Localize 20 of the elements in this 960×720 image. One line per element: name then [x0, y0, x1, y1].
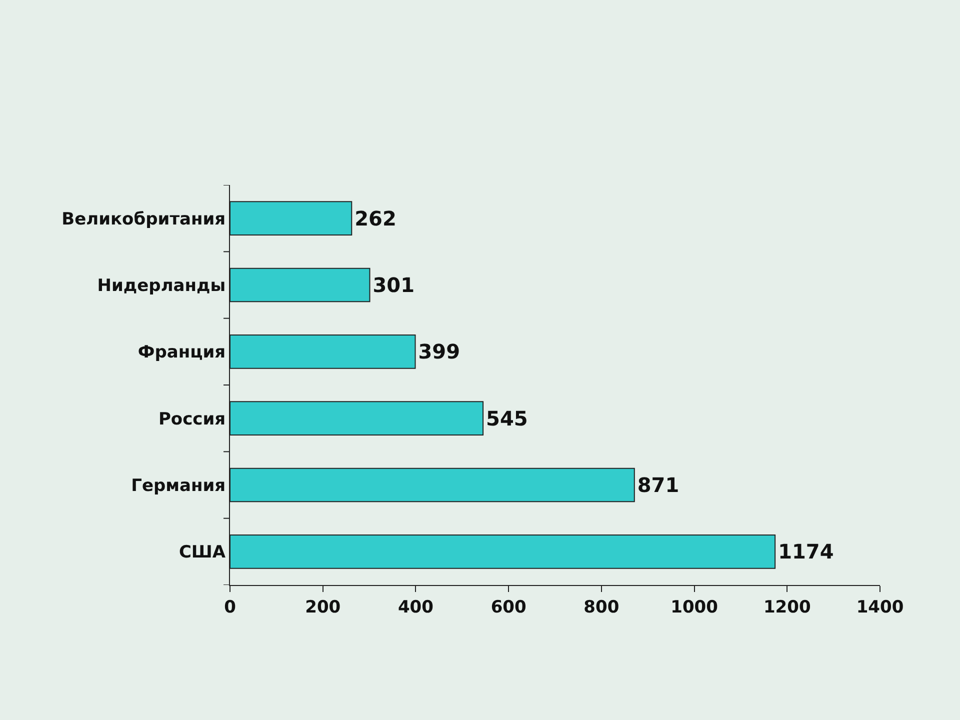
data-label: 399 — [418, 340, 460, 364]
x-tick-label: 0 — [224, 597, 236, 618]
x-tick-label: 1400 — [856, 597, 904, 618]
y-tick-label: Россия — [158, 409, 226, 430]
x-tick-label: 1000 — [670, 597, 718, 618]
x-tick-label: 800 — [584, 597, 620, 618]
data-label: 262 — [354, 206, 396, 230]
y-tick-label: Великобритания — [62, 209, 226, 230]
y-tick-label: Франция — [138, 342, 226, 363]
y-tick-label: США — [178, 542, 226, 563]
x-tick-label: 200 — [305, 597, 341, 618]
x-tick-label: 600 — [490, 597, 526, 618]
y-tick-label: Нидерланды — [97, 276, 226, 296]
data-label: 1174 — [778, 540, 834, 564]
data-label: 301 — [372, 273, 414, 297]
x-tick-label: 400 — [398, 597, 434, 618]
y-tick-label: Германия — [131, 476, 226, 496]
x-tick-label: 1200 — [763, 597, 811, 618]
data-label: 871 — [637, 473, 680, 497]
data-label: 545 — [486, 406, 528, 430]
